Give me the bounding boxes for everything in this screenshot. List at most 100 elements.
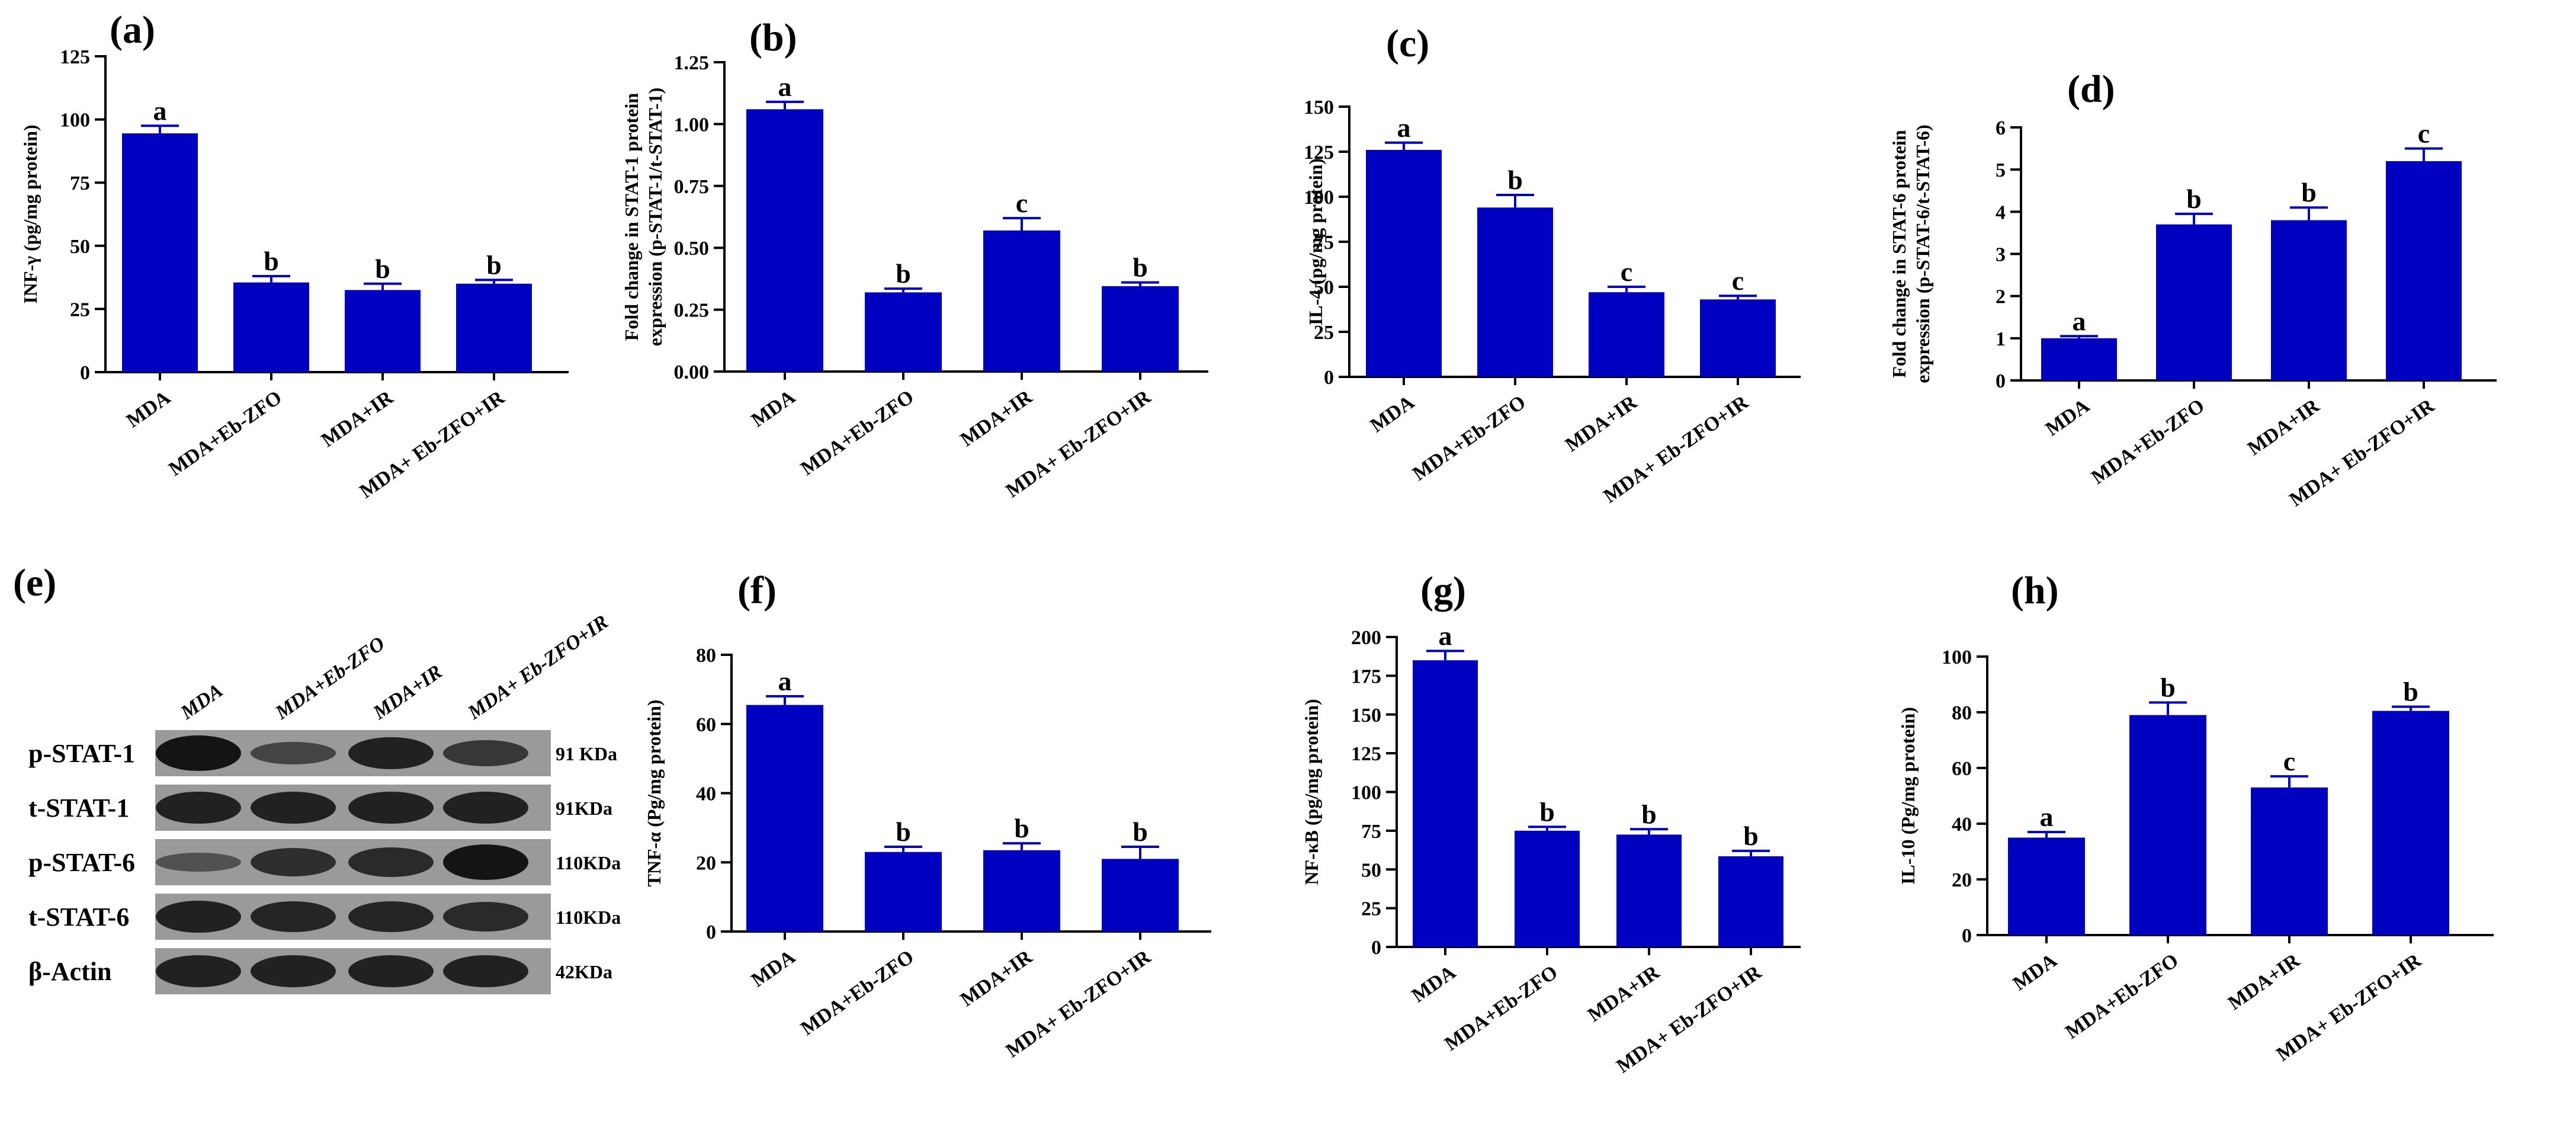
blot-kda-label: 110KDa [556,852,621,873]
panel-label: (g) [1420,569,1466,612]
bar-1 [1413,660,1478,947]
blot-kda-label: 42KDa [556,961,612,982]
y-tick-label: 0.25 [674,300,710,322]
y-tick-label: 25 [70,299,90,321]
blot-band [443,740,528,766]
y-axis-label: TNF-α (Pg/mg protein) [643,700,665,887]
y-tick-label: 0.50 [674,238,710,260]
significance-letter: b [264,246,279,276]
panel-label: (a) [110,8,155,52]
category-label: MDA+Eb-ZFO [165,386,285,480]
y-tick-label: 5 [1996,159,2006,181]
significance-letter: b [486,249,502,280]
bar-2 [2129,715,2206,935]
category-label: MDA+Eb-ZFO [2087,395,2208,488]
category-label: MDA+IR [957,946,1037,1011]
y-tick-label: 80 [696,645,716,667]
significance-letter: a [1439,621,1452,651]
category-label: MDA+IR [1561,391,1641,456]
significance-letter: a [1397,113,1411,143]
y-tick-label: 6 [1996,117,2006,139]
y-tick-label: 40 [696,783,716,805]
y-tick-label: 60 [1952,758,1972,780]
y-tick-label: 125 [60,46,90,68]
chart-panel-g: (g) 0 25 50 75 100 125 150 175 200 NF-κB (pg/mg pr… [1301,569,1801,1077]
category-label: MDA+IR [2224,949,2304,1014]
panel-label: (e) [13,561,56,604]
y-tick-label: 175 [1351,665,1381,687]
significance-letter: a [153,95,167,126]
y-tick-label: 100 [1942,646,1972,668]
category-label: MDA [2009,949,2061,995]
category-label: MDA+Eb-ZFO [797,946,918,1039]
bar-1 [122,133,198,372]
blot-band [348,737,434,769]
category-label: MDA+Eb-ZFO [1409,391,1529,485]
significance-letter: b [1539,796,1555,827]
y-tick-label: 150 [1304,97,1334,119]
chart-panel-c: (c) 0 25 50 75 100 125 150 IL-4 (pg/mg protein) a… [1304,22,1801,507]
significance-letter: c [2283,746,2295,776]
blot-protein-label: p-STAT-1 [28,739,135,768]
panel-label: (h) [2011,569,2059,612]
y-tick-label: 125 [1351,743,1381,765]
y-tick-label: 75 [1361,821,1381,843]
blot-band [443,844,528,880]
blot-row: β-Actin 42KDa [28,948,612,994]
y-tick-label: 75 [70,172,90,194]
bar-1 [746,109,823,372]
significance-letter: a [778,666,792,696]
bar-3 [983,850,1060,932]
y-tick-label: 0 [80,362,90,384]
bar-3 [345,290,421,372]
blot-band [443,792,528,824]
panel-label: (c) [1386,22,1429,65]
blot-band [443,902,528,932]
y-tick-label: 4 [1996,201,2006,223]
y-tick-label: 20 [696,852,716,874]
y-tick-label: 60 [696,714,716,736]
bar-2 [865,852,942,932]
chart-panel-f: (f) 0 20 40 60 80 TNF-α (Pg/mg protein) a MDA b MD… [643,569,1211,1062]
y-axis-label: IL-10 (Pg/mg protein) [1897,707,1919,885]
y-tick-label: 200 [1351,627,1381,649]
category-label: MDA+IR [2244,395,2324,460]
category-label: MDA+Eb-ZFO [1441,961,1561,1055]
significance-letter: a [778,72,792,102]
blot-band [348,847,434,877]
y-tick-label: 50 [70,236,90,258]
bar-3 [983,230,1060,372]
blot-row: t-STAT-1 91KDa [28,785,612,831]
blot-band [251,742,336,764]
significance-letter: b [1014,813,1029,843]
bar-4 [1718,856,1783,947]
bar-4 [1102,286,1179,372]
y-tick-label: 0 [706,921,716,943]
significance-letter: a [2073,306,2086,336]
significance-letter: b [1133,252,1148,283]
category-label: MDA [2042,395,2094,440]
blot-band [251,901,336,932]
y-axis-label-line: expression (p-STAT-6/t-STAT-6) [1912,124,1933,383]
bar-1 [746,705,823,932]
y-tick-label: 0 [1962,925,1972,947]
y-axis-label-line: expression (p-STAT-1/t-STAT-1) [644,88,666,347]
bar-3 [1616,834,1682,947]
bar-3 [2271,220,2347,380]
blot-protein-label: β-Actin [28,957,112,986]
category-label: MDA [123,386,175,432]
y-tick-label: 25 [1314,322,1334,344]
y-tick-label: 1.25 [674,52,710,74]
significance-letter: c [1732,265,1744,296]
blot-band [443,955,528,987]
y-axis-label-line: IL-10 (Pg/mg protein) [1897,707,1919,885]
y-tick-label: 0.75 [674,176,710,198]
blot-band [156,901,241,933]
blot-band [156,955,241,987]
y-axis-label-line: TNF-α (Pg/mg protein) [643,700,665,887]
y-tick-label: 150 [1351,705,1381,726]
bar-4 [456,283,532,372]
significance-letter: b [2301,177,2317,207]
y-tick-label: 2 [1996,286,2006,308]
y-axis-label: Fold change in STAT-6 protein expression … [1888,124,1933,383]
